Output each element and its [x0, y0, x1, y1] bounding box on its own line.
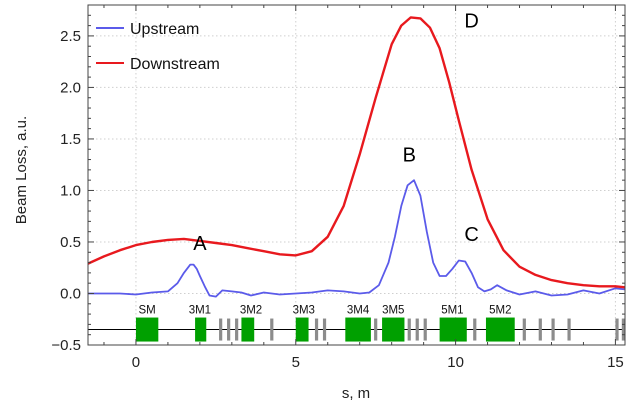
beamline-element [473, 318, 477, 341]
legend-label-downstream: Downstream [130, 56, 220, 73]
beamline-element [522, 318, 526, 341]
x-axis-title: s, m [342, 385, 370, 402]
x-tick-label: 5 [292, 354, 300, 371]
beamline-element [219, 318, 223, 341]
beamline-element [551, 318, 555, 341]
point-label-d: D [464, 11, 478, 33]
magnet-block [195, 317, 207, 342]
point-label-b: B [403, 145, 416, 167]
magnet-label: SM [139, 305, 156, 317]
y-tick-label: 2.5 [60, 28, 81, 45]
magnet-label: 3M3 [293, 305, 315, 317]
magnet-label: 3M2 [240, 305, 262, 317]
magnet-block [439, 317, 467, 342]
point-label-a: A [193, 233, 207, 255]
magnet-label: 3M5 [382, 305, 404, 317]
plot-frame [87, 4, 626, 346]
series-line-downstream [87, 16, 626, 289]
beamline-element [567, 318, 571, 341]
beamline-element [270, 318, 274, 341]
point-label-c: C [464, 224, 478, 246]
point-annotations: A B C D [193, 11, 479, 256]
legend-label-upstream: Upstream [130, 21, 199, 38]
beamline-element [538, 318, 542, 341]
magnet-layout: SM 3M1 3M2 3M3 3M4 3M5 5M1 5M2 [88, 305, 625, 342]
magnet-label: 3M4 [347, 305, 370, 317]
y-tick-label: −0.5 [51, 337, 81, 354]
magnet-block [485, 317, 515, 342]
y-tick-label: 1.5 [60, 131, 81, 148]
magnet-label: 3M1 [189, 305, 211, 317]
series-line-upstream [88, 179, 626, 298]
x-tick-label: 10 [447, 354, 464, 371]
axis-ticks: 0 5 10 15 −0.5 0.0 0.5 1.0 1.5 2.0 2.5 [51, 4, 625, 371]
magnet-label: 5M2 [489, 305, 511, 317]
y-axis-title: Beam Loss, a.u. [13, 116, 30, 224]
beamline-element [227, 318, 231, 341]
series-lines [87, 16, 626, 298]
beamline-element [235, 318, 239, 341]
magnet-block [135, 317, 159, 342]
beamline-element [615, 318, 619, 341]
y-tick-label: 0.0 [60, 285, 81, 302]
magnet-block [382, 317, 405, 342]
x-tick-label: 0 [132, 354, 140, 371]
magnet-block [241, 317, 255, 342]
x-tick-label: 15 [607, 354, 624, 371]
beamline-element [423, 318, 427, 341]
y-tick-label: 1.0 [60, 182, 81, 199]
magnet-block [345, 317, 371, 342]
y-tick-label: 2.0 [60, 79, 81, 96]
magnet-label: 5M1 [441, 305, 463, 317]
y-tick-label: 0.5 [60, 234, 81, 251]
beamline-element [314, 318, 319, 341]
beamline-element [621, 318, 625, 341]
magnet-block [295, 317, 309, 342]
beamline-element [415, 318, 419, 341]
beamline-element [407, 318, 411, 341]
legend: Upstream Downstream [96, 21, 220, 73]
beamline-element [322, 318, 327, 341]
beamline-element [374, 318, 378, 341]
